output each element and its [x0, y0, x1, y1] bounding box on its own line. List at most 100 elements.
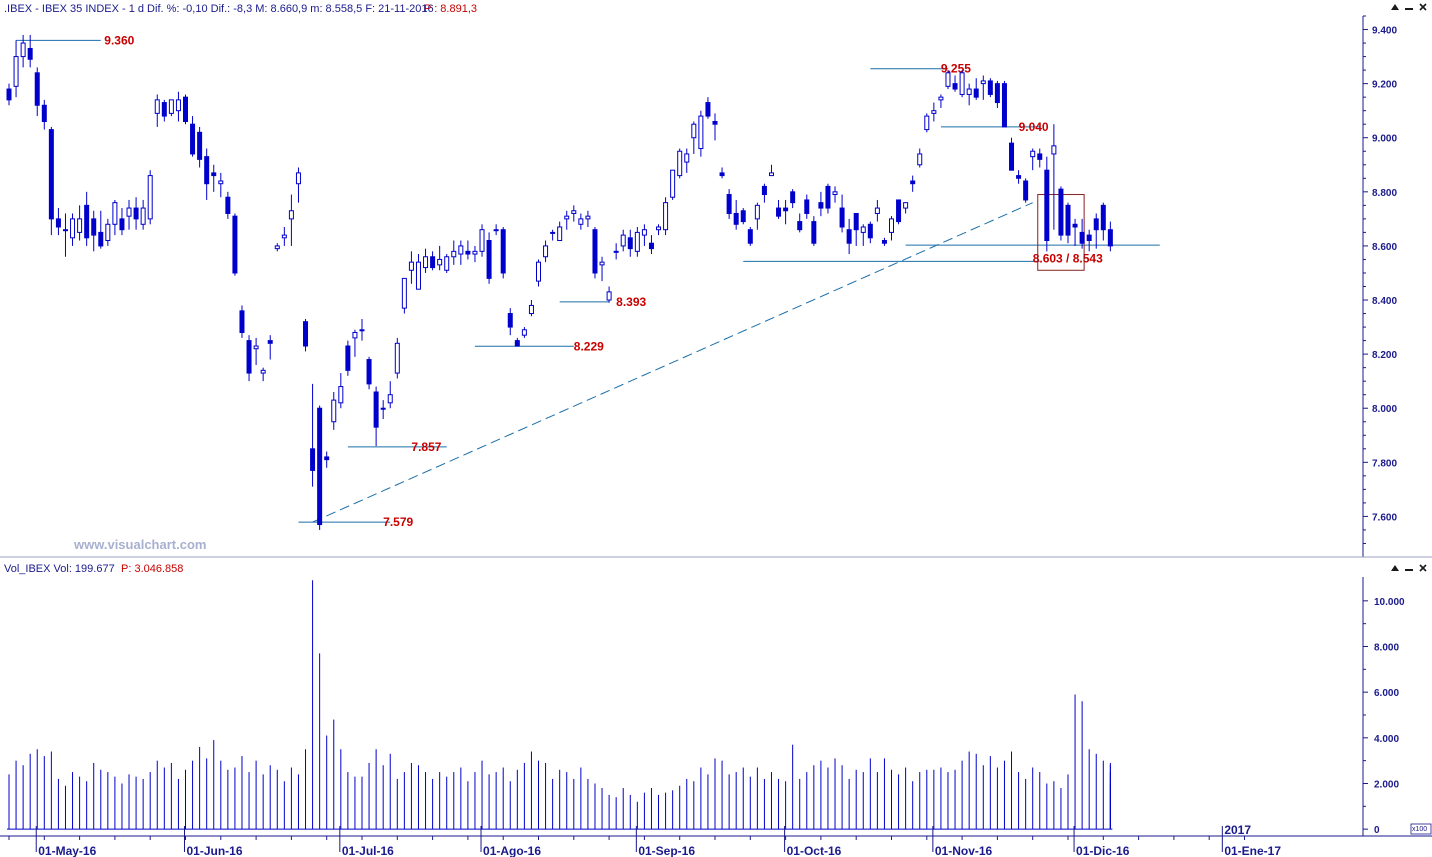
candle-body [423, 256, 429, 269]
candle-body [980, 80, 986, 85]
candle-body [945, 72, 951, 87]
volume-y-tick-label: 8.000 [1374, 642, 1399, 653]
candle-body [790, 191, 796, 204]
candle-body [987, 80, 993, 95]
volume-pane-header: Vol_IBEX Vol: 199.677 [4, 563, 115, 575]
candle-body [253, 345, 259, 350]
level-label: 8.229 [574, 339, 604, 353]
x-tick-label: 01-Jun-16 [187, 844, 243, 857]
candle-body [599, 261, 605, 266]
close-icon[interactable] [1419, 3, 1427, 11]
price-pane-header: .IBEX - IBEX 35 INDEX - 1 d Dif. %: -0,1… [4, 3, 434, 15]
price-pane-last: P : 8.891,3 [424, 3, 477, 15]
candle-body [578, 218, 584, 225]
candle-body [684, 153, 690, 163]
candle-body [663, 202, 669, 231]
candle-body [1044, 169, 1050, 242]
volume-scale-label: x100 [1412, 826, 1427, 833]
candle-body [536, 261, 541, 282]
candle-body [634, 231, 640, 252]
candle-body [797, 221, 803, 231]
candle-body [648, 242, 654, 250]
candle-body [183, 96, 188, 122]
candle-body [324, 456, 330, 461]
candle-body [846, 229, 852, 244]
candle-body [507, 313, 513, 328]
candle-body [48, 129, 54, 220]
candle-body [564, 215, 570, 220]
volume-pane [7, 580, 1113, 830]
candle-body [776, 207, 782, 217]
candle-body [896, 199, 902, 223]
candle-body [938, 96, 944, 101]
candle-body [874, 207, 880, 214]
candle-body [889, 218, 894, 233]
candle-body [303, 321, 309, 347]
candle-body [1037, 153, 1043, 160]
year-label: 2017 [1224, 823, 1251, 837]
candle-body [1001, 83, 1007, 128]
candle-body [606, 291, 612, 301]
candle-body [437, 258, 443, 266]
candle-body [592, 229, 598, 274]
x-tick-label: 01-Ene-17 [1224, 844, 1281, 857]
close-icon[interactable] [1419, 564, 1427, 572]
candle-body [6, 88, 12, 101]
candle-body [804, 199, 810, 214]
price-y-tick-label: 9.200 [1372, 80, 1397, 91]
candle-body [698, 115, 704, 150]
candle-body [500, 229, 506, 274]
candle-body [1023, 180, 1029, 201]
level-label: 7.579 [383, 515, 413, 529]
x-tick-label: 01-May-16 [38, 844, 96, 857]
candle-body [994, 83, 1000, 104]
level-label: 7.857 [411, 440, 441, 454]
x-tick-label: 01-Dic-16 [1076, 844, 1130, 857]
candle-body [119, 218, 125, 231]
candle-body [408, 261, 414, 271]
candle-body [761, 185, 767, 196]
x-tick-label: 01-Nov-16 [935, 844, 993, 857]
candle-body [521, 329, 527, 336]
chevron-up-icon[interactable] [1391, 4, 1399, 10]
candle-body [373, 391, 379, 428]
level-label: 9.255 [941, 62, 971, 76]
chevron-up-icon[interactable] [1391, 565, 1399, 571]
candle-body [832, 191, 838, 196]
candle-body [352, 331, 358, 339]
volume-y-tick-label: 6.000 [1374, 688, 1399, 699]
candle-body [1051, 145, 1057, 155]
candle-body [62, 229, 68, 232]
candle-body [458, 245, 464, 255]
candle-body [98, 231, 104, 247]
candle-body [677, 150, 683, 177]
candle-body [952, 83, 958, 90]
candle-body [860, 226, 866, 233]
candle-body [1030, 150, 1036, 158]
candle-body [656, 226, 662, 231]
x-tick-label: 01-Oct-16 [787, 844, 842, 857]
minimize-icon[interactable] [1405, 8, 1413, 10]
candle-body [41, 104, 47, 122]
candle-body [1058, 188, 1064, 236]
candle-body [479, 229, 485, 252]
minimize-icon[interactable] [1405, 569, 1413, 571]
candle-body [514, 340, 520, 347]
candle-body [712, 120, 718, 125]
candle-body [550, 231, 556, 234]
candle-body [246, 340, 252, 374]
candle-body [1107, 229, 1113, 247]
watermark: www.visualchart.com [73, 537, 206, 552]
candle-body [571, 210, 577, 214]
candle-body [910, 180, 916, 185]
candle-body [133, 207, 139, 220]
candle-body [1009, 142, 1015, 171]
candle-body [733, 212, 739, 225]
candle-body [168, 99, 174, 114]
volume-y-tick-label: 2.000 [1374, 779, 1399, 790]
price-pane: 9.360 9.255 9.040 8.603 / 8.543 8.393 8.229 7.… [6, 33, 1160, 530]
candle-body [966, 88, 972, 95]
candle-body [211, 172, 217, 177]
candle-body [260, 369, 266, 374]
candle-body [451, 250, 457, 258]
